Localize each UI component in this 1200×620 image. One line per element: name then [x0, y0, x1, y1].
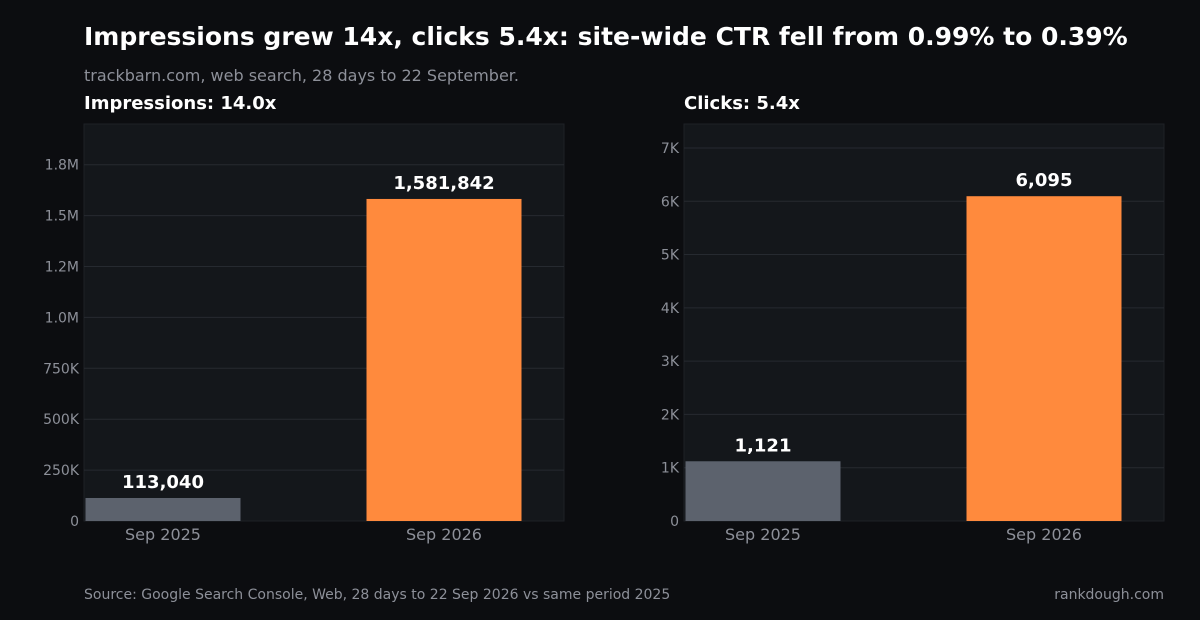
clicks-y-tick-label: 1K: [661, 461, 680, 477]
impressions-y-tick-label: 250K: [43, 463, 80, 479]
clicks-bar-previous: [685, 461, 841, 521]
chart-title: Impressions grew 14x, clicks 5.4x: site-…: [84, 22, 1128, 51]
impressions-y-tick-label: 1.2M: [45, 260, 79, 276]
clicks-value-label: 6,095: [1016, 170, 1073, 191]
impressions-y-tick-label: 500K: [43, 412, 80, 428]
clicks-y-tick-label: 2K: [661, 407, 680, 423]
impressions-y-tick-label: 1.0M: [45, 310, 79, 326]
clicks-y-tick-label: 0: [670, 514, 679, 530]
source-note: Source: Google Search Console, Web, 28 d…: [84, 587, 671, 603]
clicks-bar-current: [966, 196, 1122, 521]
impressions-bar-previous: [85, 497, 241, 521]
clicks-y-tick-label: 7K: [661, 141, 680, 157]
clicks-x-tick-label: Sep 2025: [725, 525, 801, 544]
impressions-bar-current: [366, 198, 522, 521]
impressions-panel-title: Impressions: 14.0x: [84, 93, 277, 114]
clicks-x-tick-label: Sep 2026: [1006, 525, 1082, 544]
clicks-panel-title: Clicks: 5.4x: [684, 93, 800, 114]
impressions-y-tick-label: 1.5M: [45, 209, 79, 225]
impressions-x-tick-label: Sep 2025: [125, 525, 201, 544]
clicks-y-tick-label: 4K: [661, 301, 680, 317]
brand-label: rankdough.com: [1054, 587, 1164, 603]
clicks-y-tick-label: 6K: [661, 194, 680, 210]
impressions-x-tick-label: Sep 2026: [406, 525, 482, 544]
impressions-y-tick-label: 0: [70, 514, 79, 530]
chart-subtitle: trackbarn.com, web search, 28 days to 22…: [84, 66, 519, 85]
clicks-y-tick-label: 5K: [661, 248, 680, 264]
impressions-y-tick-label: 1.8M: [45, 158, 79, 174]
clicks-value-label: 1,121: [735, 435, 792, 456]
impressions-y-tick-label: 750K: [43, 361, 80, 377]
clicks-y-tick-label: 3K: [661, 354, 680, 370]
impressions-value-label: 113,040: [122, 472, 204, 493]
impressions-value-label: 1,581,842: [393, 173, 494, 194]
